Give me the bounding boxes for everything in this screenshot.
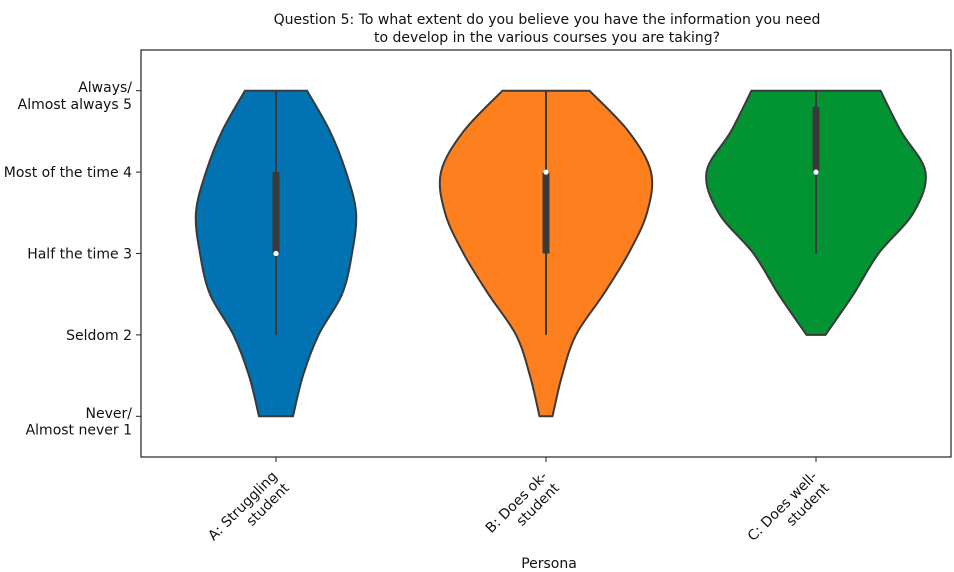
y-tick-label: Half the time 3 (27, 247, 132, 263)
y-tick-label: Always/Almost always 5 (18, 80, 133, 113)
chart-title: to develop in the various courses you ar… (374, 30, 720, 46)
chart-title: Question 5: To what extent do you believ… (274, 12, 821, 28)
box (812, 106, 820, 173)
y-tick-label: Never/Almost never 1 (26, 406, 133, 439)
box (542, 172, 550, 254)
median (813, 169, 819, 175)
box (272, 172, 280, 254)
x-axis-label: Persona (521, 556, 577, 572)
x-tick-label: B: Does ok-student (483, 468, 563, 548)
x-tick-label: C: Does well-student (745, 468, 833, 556)
y-tick-label: Seldom 2 (66, 328, 132, 344)
median (543, 169, 549, 175)
plot-frame (140, 49, 952, 458)
median (273, 250, 279, 257)
y-tick-label: Most of the time 4 (4, 165, 132, 181)
x-tick-label: A: Strugglingstudent (205, 468, 293, 556)
